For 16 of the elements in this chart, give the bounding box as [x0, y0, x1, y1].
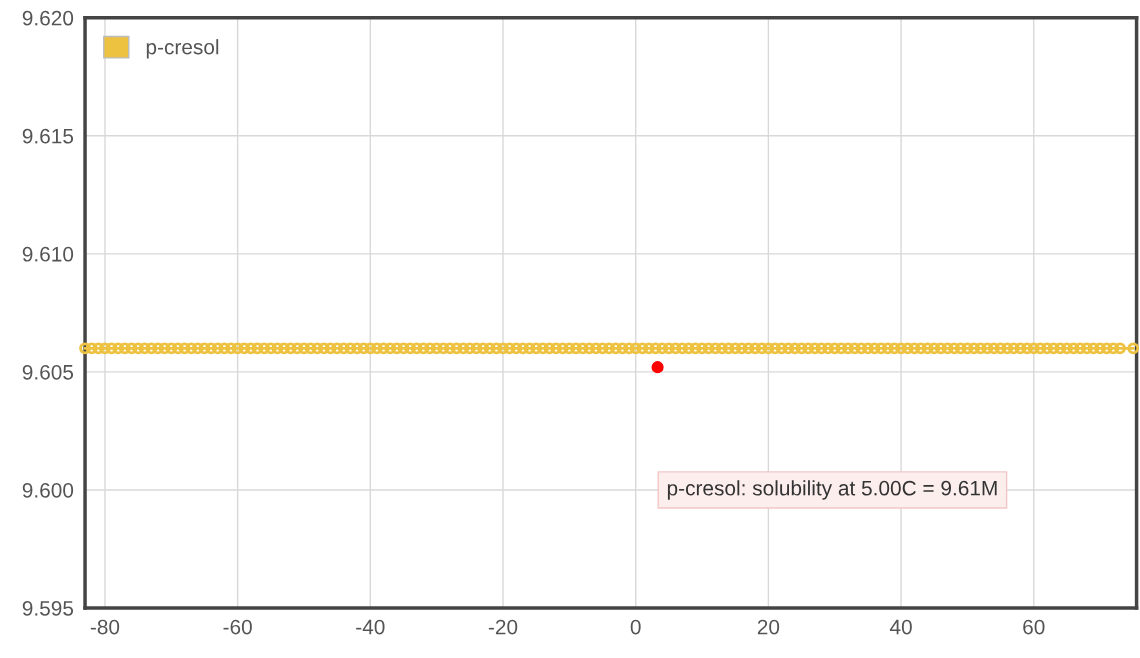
y-tick-label: 9.615 [22, 128, 74, 144]
x-tick-label: -60 [223, 619, 252, 635]
x-tick-label: 20 [757, 619, 780, 635]
x-tick-label: -40 [356, 619, 385, 635]
y-tick-label: 9.610 [22, 246, 74, 262]
y-tick-label: 9.595 [22, 600, 74, 616]
y-tick-label: 9.620 [22, 10, 74, 26]
y-tick-label: 9.605 [22, 364, 74, 380]
x-tick-label: 0 [630, 619, 641, 635]
x-tick-label: -80 [90, 619, 120, 635]
annotation: p-cresol: solubility at 5.00C = 9.61M [667, 480, 997, 500]
legend-label: p-cresol [146, 39, 219, 59]
x-tick-label: 60 [1023, 619, 1045, 635]
y-tick-label: 9.600 [22, 482, 74, 498]
x-tick-label: 40 [889, 619, 912, 635]
x-tick-label: -20 [488, 619, 518, 635]
